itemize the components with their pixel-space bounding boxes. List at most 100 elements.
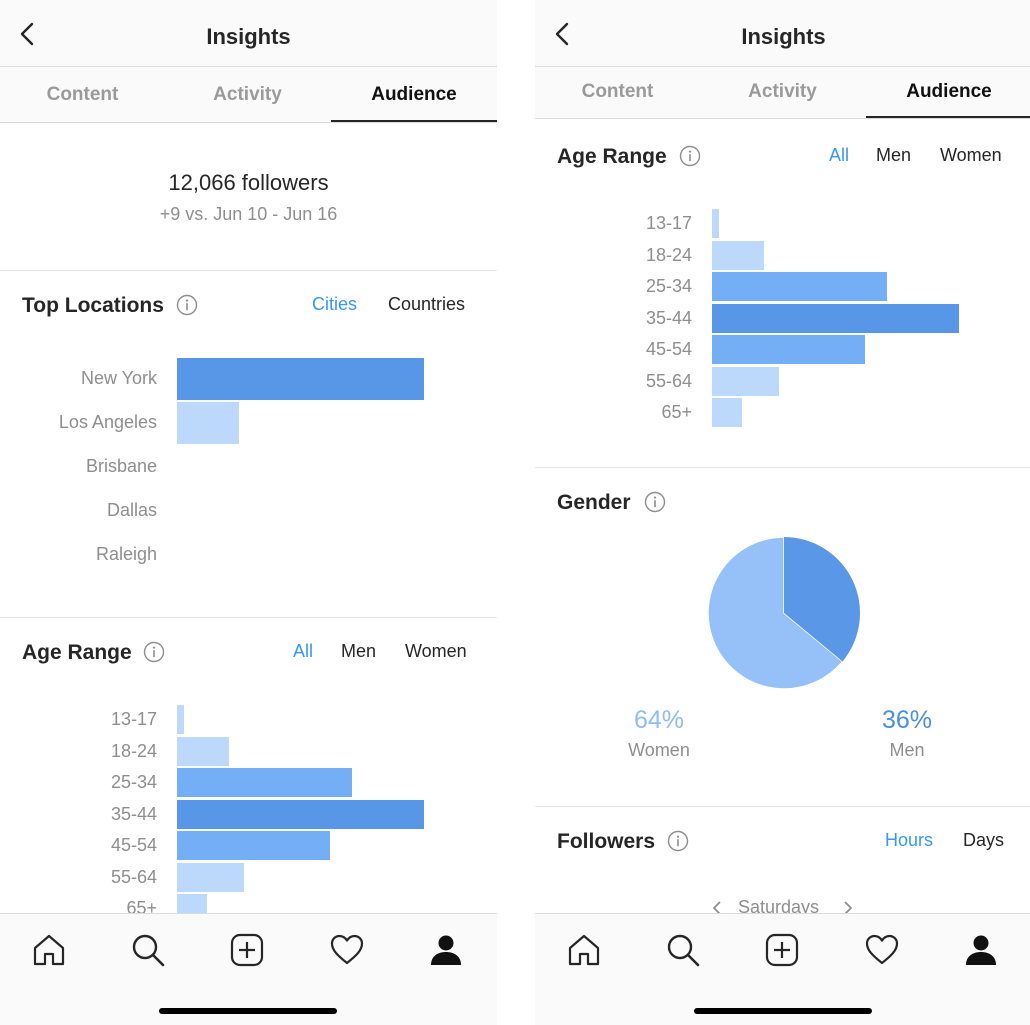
filter-men[interactable]: Men bbox=[341, 641, 377, 661]
tab-activity[interactable]: Activity bbox=[748, 81, 817, 102]
screen-gap bbox=[497, 0, 535, 1025]
bar-label: Brisbane bbox=[85, 456, 157, 476]
info-icon[interactable] bbox=[679, 145, 701, 167]
back-chevron-icon[interactable] bbox=[549, 20, 575, 48]
bar bbox=[177, 831, 330, 860]
bar-label: Dallas bbox=[106, 500, 157, 520]
men-percent: 36% bbox=[881, 706, 933, 734]
bar-label: Los Angeles bbox=[58, 412, 157, 432]
bar-label: Raleigh bbox=[95, 544, 157, 564]
men-label: Men bbox=[889, 740, 925, 760]
divider bbox=[0, 270, 497, 271]
bar bbox=[177, 768, 352, 797]
add-post-icon[interactable] bbox=[764, 932, 800, 968]
tab-content[interactable]: Content bbox=[46, 84, 119, 105]
bar-label: 45-54 bbox=[645, 339, 692, 359]
bar bbox=[177, 862, 244, 892]
info-icon[interactable] bbox=[667, 830, 689, 852]
followers-delta: +9 vs. Jun 10 - Jun 16 bbox=[159, 204, 338, 224]
info-icon[interactable] bbox=[176, 294, 198, 316]
divider bbox=[535, 806, 1030, 807]
search-icon[interactable] bbox=[130, 932, 166, 968]
home-indicator bbox=[694, 1008, 872, 1014]
page-title: Insights bbox=[206, 24, 291, 49]
filter-men[interactable]: Men bbox=[876, 145, 912, 165]
followers-title: Followers bbox=[557, 830, 656, 853]
info-icon[interactable] bbox=[644, 491, 666, 513]
bar bbox=[712, 240, 764, 270]
bar bbox=[177, 705, 184, 734]
insights-tabs: Content Activity Audience bbox=[0, 67, 497, 123]
tab-audience[interactable]: Audience bbox=[866, 67, 1030, 118]
gender-pie-chart bbox=[707, 536, 860, 690]
bar-label: 18-24 bbox=[110, 740, 157, 761]
home-icon[interactable] bbox=[31, 932, 67, 968]
divider bbox=[535, 467, 1030, 468]
bar bbox=[712, 398, 742, 427]
tab-content[interactable]: Content bbox=[581, 81, 654, 102]
insights-tabs: Content Activity Audience bbox=[535, 67, 1030, 119]
bar bbox=[177, 358, 424, 400]
insights-screen-right: Insights Content Activity Audience Age R… bbox=[535, 0, 1030, 1025]
tab-activity[interactable]: Activity bbox=[213, 84, 282, 105]
day-selector[interactable]: Saturdays bbox=[738, 897, 820, 917]
women-label: Women bbox=[628, 740, 690, 760]
heart-icon[interactable] bbox=[329, 932, 365, 968]
bar bbox=[177, 736, 229, 766]
filter-all[interactable]: All bbox=[293, 641, 314, 661]
home-indicator bbox=[159, 1008, 337, 1014]
bar-label: 55-64 bbox=[110, 866, 157, 887]
bar bbox=[712, 272, 887, 301]
filter-days[interactable]: Days bbox=[963, 830, 1005, 850]
filter-hours[interactable]: Hours bbox=[885, 830, 934, 850]
profile-icon[interactable] bbox=[963, 932, 999, 968]
bar-label: 55-64 bbox=[645, 370, 692, 391]
info-icon[interactable] bbox=[143, 641, 165, 663]
bar bbox=[177, 402, 239, 444]
filter-women[interactable]: Women bbox=[940, 145, 1002, 165]
bar-label: 35-44 bbox=[110, 803, 157, 824]
filter-women[interactable]: Women bbox=[405, 641, 467, 661]
insights-screen-left: Insights Content Activity Audience 12,06… bbox=[0, 0, 497, 1025]
bar bbox=[712, 303, 959, 333]
age-range-title: Age Range bbox=[557, 145, 667, 168]
bar bbox=[712, 366, 779, 396]
heart-icon[interactable] bbox=[864, 932, 900, 968]
bar-label: 18-24 bbox=[645, 244, 692, 265]
back-chevron-icon[interactable] bbox=[14, 20, 40, 48]
bar bbox=[177, 799, 424, 829]
pie-slice-women bbox=[707, 536, 844, 690]
profile-icon[interactable] bbox=[428, 932, 464, 968]
pie-slice-men bbox=[784, 537, 860, 662]
bar bbox=[712, 209, 719, 238]
bar-label: 13-17 bbox=[645, 213, 692, 233]
filter-cities[interactable]: Cities bbox=[312, 294, 358, 314]
tab-audience[interactable]: Audience bbox=[331, 67, 497, 122]
bar-label: New York bbox=[80, 368, 157, 388]
add-post-icon[interactable] bbox=[229, 932, 265, 968]
bar-label: 35-44 bbox=[645, 307, 692, 328]
bar-label: 45-54 bbox=[110, 835, 157, 855]
chevron-left-icon[interactable] bbox=[711, 900, 723, 916]
bar-label: 25-34 bbox=[110, 772, 157, 792]
filter-all[interactable]: All bbox=[829, 145, 850, 165]
search-icon[interactable] bbox=[665, 932, 701, 968]
bar bbox=[712, 335, 865, 364]
top-locations-title: Top Locations bbox=[22, 294, 164, 317]
bar-label: 13-17 bbox=[110, 709, 157, 729]
bar-label: 65+ bbox=[661, 402, 692, 422]
filter-countries[interactable]: Countries bbox=[388, 294, 466, 314]
age-range-title: Age Range bbox=[22, 641, 132, 664]
header: Insights bbox=[535, 0, 1030, 67]
followers-count: 12,066 followers bbox=[168, 170, 329, 195]
bottom-nav bbox=[0, 913, 497, 1025]
home-icon[interactable] bbox=[566, 932, 602, 968]
page-title: Insights bbox=[741, 24, 826, 49]
gender-title: Gender bbox=[557, 491, 631, 514]
divider bbox=[0, 617, 497, 618]
women-percent: 64% bbox=[633, 706, 685, 734]
bottom-nav bbox=[535, 913, 1030, 1025]
header: Insights bbox=[0, 0, 497, 67]
chevron-right-icon[interactable] bbox=[842, 900, 854, 916]
bar-label: 25-34 bbox=[645, 276, 692, 296]
